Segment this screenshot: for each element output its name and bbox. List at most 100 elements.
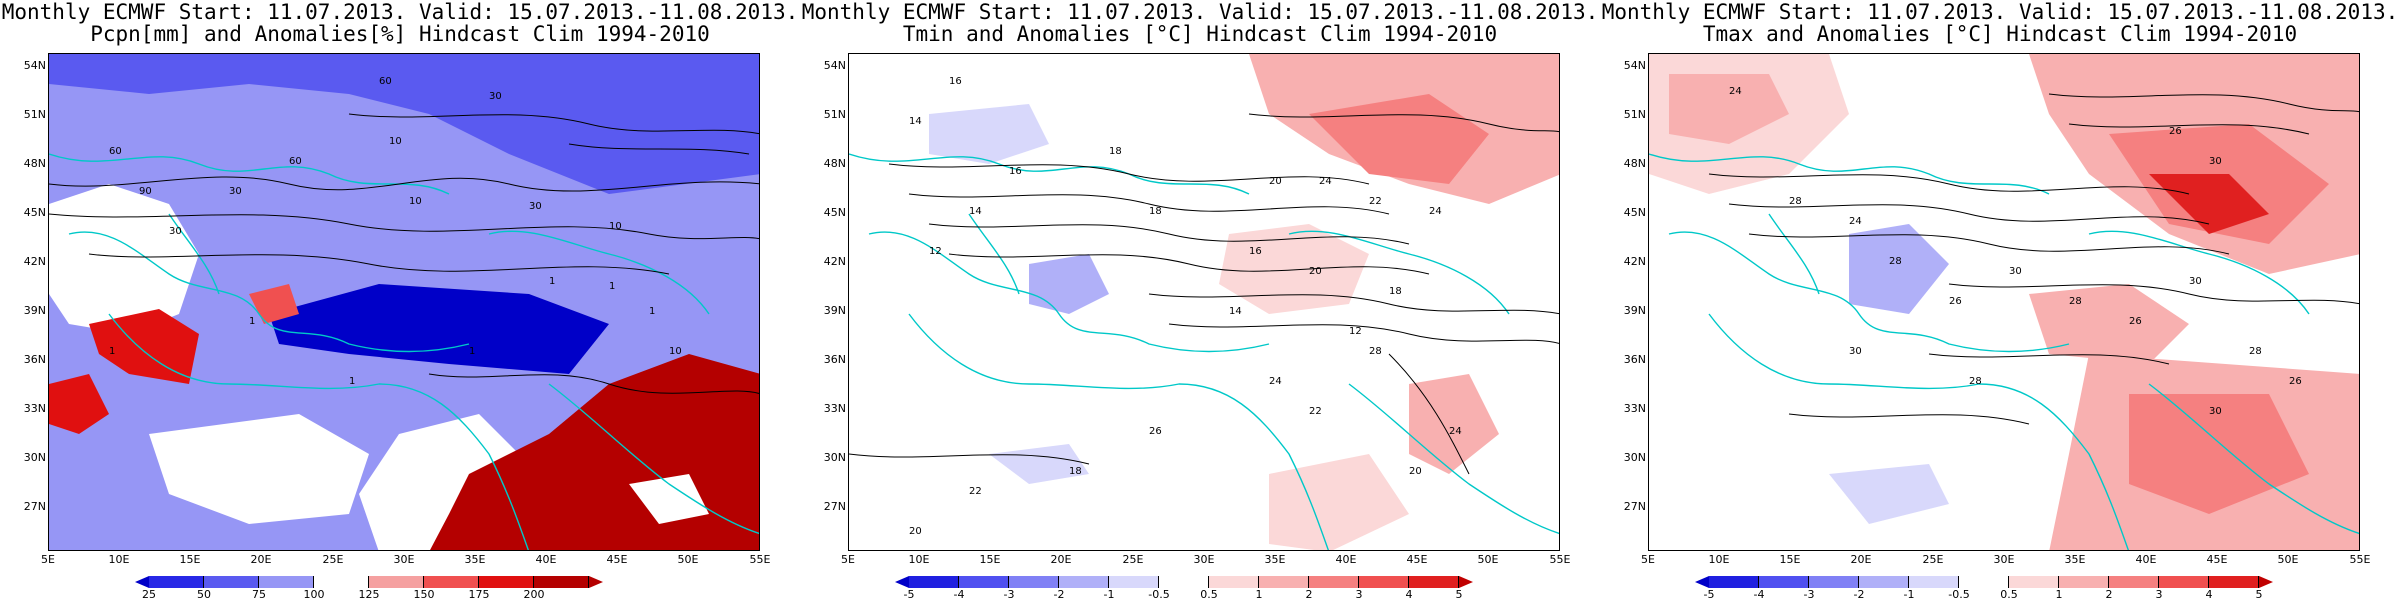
colorbar-label: 150 [413, 588, 435, 601]
lat-label: 51N [823, 108, 846, 121]
anomaly-field-warm-iran [1409, 374, 1499, 474]
anomaly-field-cool-libya [989, 444, 1089, 484]
contour-label: 10 [669, 346, 682, 357]
lat-label: 30N [23, 451, 46, 464]
contour-label: 60 [109, 146, 122, 157]
contour-label: 30 [2189, 276, 2202, 287]
contour-label: 1 [649, 306, 655, 317]
contour-label: 60 [379, 76, 392, 87]
contour-label: 26 [2169, 126, 2182, 137]
contour-label: 18 [1109, 146, 1122, 157]
colorbar-label: 1 [1255, 588, 1263, 601]
contour-label: 18 [1389, 286, 1402, 297]
lat-label: 33N [1623, 402, 1646, 415]
lat-label: 51N [1623, 108, 1646, 121]
colorbar-left-arrow [1695, 576, 1709, 588]
lon-label: 45E [1406, 553, 1428, 566]
colorbar-label: -0.5 [1148, 588, 1170, 601]
lon-label: 20E [250, 553, 272, 566]
coastlines [849, 153, 1559, 550]
lat-label: 54N [1623, 59, 1646, 72]
lon-label: 50E [2277, 553, 2299, 566]
lat-label: 42N [823, 255, 846, 268]
colorbar-label: -3 [1003, 588, 1015, 601]
anomaly-field-red-greece [249, 284, 299, 324]
contour-label: 1 [549, 276, 555, 287]
colorbar-swatch [369, 576, 424, 588]
lat-label: 54N [23, 59, 46, 72]
lat-label: 36N [1623, 353, 1646, 366]
lon-label: 45E [2206, 553, 2228, 566]
colorbar-label: -4 [953, 588, 965, 601]
contour-label: 28 [1369, 346, 1382, 357]
panel-title-line1: Monthly ECMWF Start: 11.07.2013. Valid: … [801, 0, 1599, 24]
contour-label: 26 [2289, 376, 2302, 387]
colorbar-swatch [1209, 576, 1259, 588]
contour-label: 1 [469, 346, 475, 357]
tmax-contours [1708, 93, 2359, 425]
colorbar-swatch [1159, 576, 1209, 588]
lat-label: 39N [823, 304, 846, 317]
lon-label: 15E [179, 553, 201, 566]
lat-label: 27N [823, 500, 846, 513]
precip-contours [49, 113, 759, 395]
lon-label: 5E [1641, 553, 1655, 566]
contour-label: 30 [489, 91, 502, 102]
lat-label: 42N [23, 255, 46, 268]
colorbar-label: 1 [2055, 588, 2063, 601]
colorbar-swatch [534, 576, 589, 588]
contour-label: 14 [909, 116, 922, 127]
colorbar-swatch [1359, 576, 1409, 588]
lon-label: 35E [1264, 553, 1286, 566]
contour-label: 30 [229, 186, 242, 197]
lat-label: 27N [1623, 500, 1646, 513]
lat-label: 39N [1623, 304, 1646, 317]
tmax-colorbar [1695, 576, 2307, 588]
contour-label: 24 [1269, 376, 1282, 387]
anomaly-field-warm-nw [1669, 74, 1789, 144]
colorbar-label: -2 [1853, 588, 1865, 601]
lat-label: 36N [23, 353, 46, 366]
anomaly-field-cool-libya [1829, 464, 1949, 524]
colorbar-right-arrow [1459, 576, 1473, 588]
contour-label: 1 [609, 281, 615, 292]
lon-label: 35E [464, 553, 486, 566]
lat-label: 30N [1623, 451, 1646, 464]
lat-label: 45N [23, 206, 46, 219]
lon-label: 20E [1050, 553, 1072, 566]
lon-label: 55E [2349, 553, 2371, 566]
colorbar-label: 2 [1305, 588, 1313, 601]
lat-label: 27N [23, 500, 46, 513]
panel-title-line2: Tmax and Anomalies [°C] Hindcast Clim 19… [1702, 22, 2298, 46]
colorbar-label: 4 [1405, 588, 1413, 601]
coastlines [1649, 153, 2359, 550]
contour-label: 24 [1449, 426, 1462, 437]
contour-label: 30 [529, 201, 542, 212]
colorbar-label: 0.5 [1200, 588, 1218, 601]
colorbar-right-arrow [589, 576, 603, 588]
lon-label: 30E [393, 553, 415, 566]
colorbar-swatch [1909, 576, 1959, 588]
contour-label: 18 [1149, 206, 1162, 217]
colorbar-swatch [424, 576, 479, 588]
contour-label: 12 [1349, 326, 1362, 337]
contour-label: 28 [1789, 196, 1802, 207]
colorbar-label: 2 [2105, 588, 2113, 601]
anomaly-field-warm-turkey [1219, 224, 1369, 314]
contour-label: 22 [1369, 196, 1382, 207]
anomaly-field-cool-nw [929, 104, 1049, 164]
contour-label: 14 [969, 206, 982, 217]
colorbar-swatch [1109, 576, 1159, 588]
contour-label: 24 [1729, 86, 1742, 97]
contour-label: 24 [1319, 176, 1332, 187]
lon-label: 25E [1122, 553, 1144, 566]
colorbar-swatch [1759, 576, 1809, 588]
contour-label: 16 [1009, 166, 1022, 177]
lon-label: 15E [979, 553, 1001, 566]
colorbar-label: 3 [2155, 588, 2163, 601]
contour-label: 10 [389, 136, 402, 147]
colorbar-label: 0.5 [2000, 588, 2018, 601]
lat-label: 48N [1623, 157, 1646, 170]
coastlines [49, 153, 759, 550]
lat-label: 30N [823, 451, 846, 464]
